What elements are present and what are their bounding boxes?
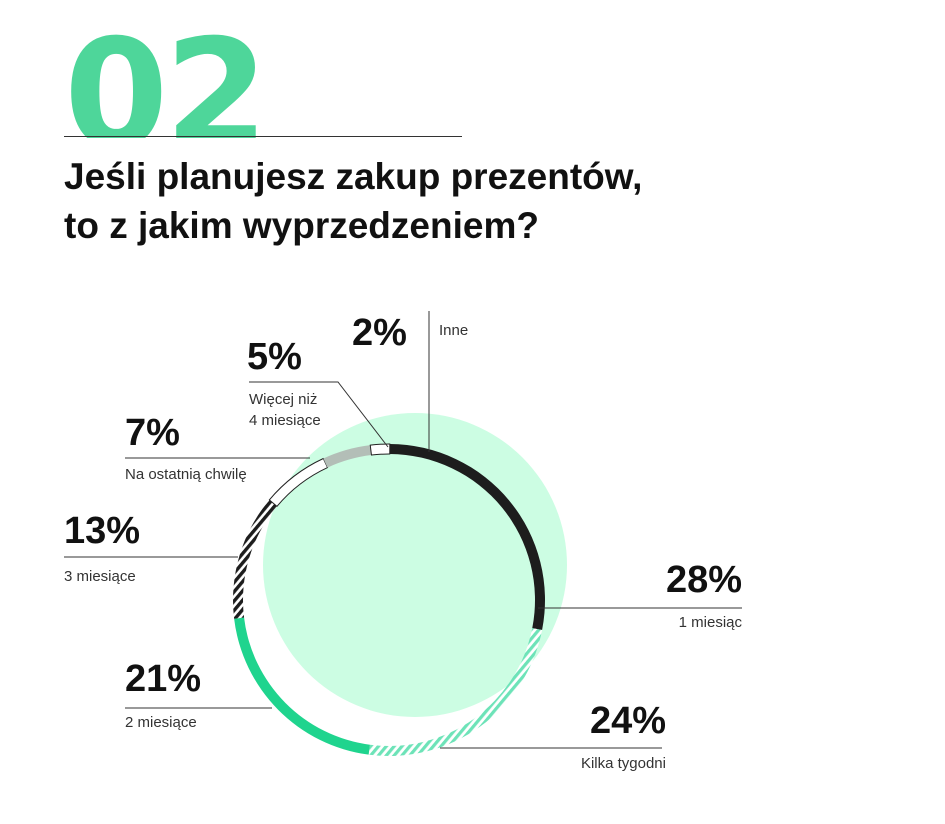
slice-na-ostatnia-chwile [268,457,329,508]
slice-wiecej-niz-4-miesiace [323,445,372,468]
category-label-na-ostatnia-chwile: Na ostatnią chwilę [125,466,247,483]
slice-3-miesiace [233,499,277,619]
slice-inne [369,443,391,456]
category-label-wiecej-niz-4-miesiace-line-1: Więcej niż [249,391,317,408]
category-label-inne: Inne [439,322,468,339]
category-label-3-miesiace: 3 miesiące [64,568,136,585]
value-label-na-ostatnia-chwile: 7% [125,412,180,454]
value-label-inne: 2% [352,312,407,354]
section-number-wrap: 02 [64,20,464,138]
leader-wiecej-niz-4-miesiace [249,381,389,448]
value-label-2-miesiace: 21% [125,658,201,700]
category-label-wiecej-niz-4-miesiace-line-2: 4 miesiące [249,412,321,429]
leader-lines [64,311,742,749]
slice-kilka-tygodni [368,628,543,756]
chart-title: Jeśli planujesz zakup prezentów, to z ja… [64,152,642,250]
section-number: 02 [64,20,269,138]
donut-slices [233,443,546,756]
value-label-1-miesiac: 28% [666,559,742,601]
value-label-wiecej-niz-4-miesiace: 5% [247,336,302,378]
chart-title-line-1: Jeśli planujesz zakup prezentów, [64,156,643,197]
value-label-kilka-tygodni: 24% [590,700,666,742]
category-label-2-miesiace: 2 miesiące [125,714,197,731]
slice-labels: 28% 1 miesiąc 24% Kilka tygodni 21% 2 miesiąc… [64,312,742,772]
slice-2-miesiace [234,617,370,755]
category-label-kilka-tygodni: Kilka tygodni [581,755,666,772]
chart-title-line-2: to z jakim wyprzedzeniem? [64,205,539,246]
category-label-1-miesiac: 1 miesiąc [679,614,743,631]
section-divider [64,136,462,137]
value-label-3-miesiace: 13% [64,510,140,552]
